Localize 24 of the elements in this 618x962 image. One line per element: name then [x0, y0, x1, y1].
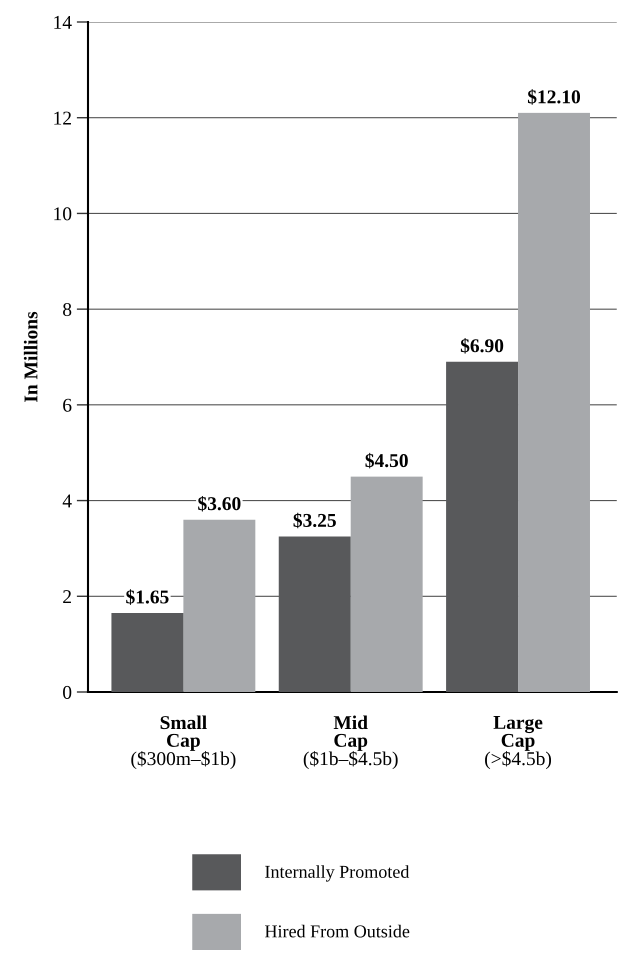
y-tick-label: 4 [62, 494, 72, 508]
y-tick-label: 10 [54, 207, 72, 220]
y-tick-label: 8 [63, 302, 72, 316]
data-label: $12.10 [528, 89, 580, 105]
data-label: $4.50 [366, 452, 408, 468]
bar [518, 112, 590, 692]
legend-label: Internally Promoted [265, 865, 410, 882]
y-tick-label: 2 [63, 590, 71, 604]
data-label: $1.65 [126, 589, 169, 605]
y-tick-label: 6 [63, 398, 72, 412]
y-tick-label: 0 [63, 686, 72, 699]
data-label: $6.90 [460, 338, 504, 354]
data-label: $3.25 [294, 512, 336, 528]
y-tick-label: 14 [54, 16, 72, 29]
x-tick-label: Mid Cap ($1b–$4.5b) [304, 715, 398, 770]
bar [111, 613, 184, 692]
y-axis-title: In Millions [24, 312, 38, 402]
x-tick-label: Small Cap ($300m–$1b) [131, 715, 236, 770]
bar [183, 520, 256, 692]
data-label: $3.60 [198, 496, 240, 512]
legend-label: Hired From Outside [264, 924, 410, 938]
y-tick-label: 12 [54, 112, 71, 124]
x-tick-label: Large Cap (>$4.5b) [485, 716, 552, 770]
bar [350, 476, 423, 692]
